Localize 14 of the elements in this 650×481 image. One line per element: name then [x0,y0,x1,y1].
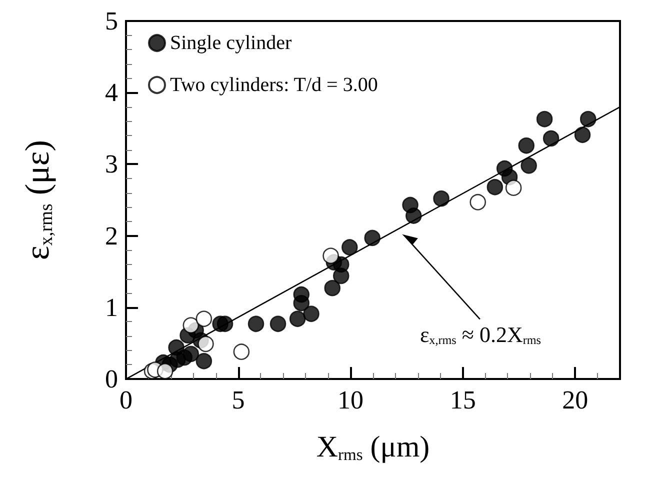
x-tick-label: 5 [232,386,245,414]
y-axis-title: εx,rms (με) [20,140,57,260]
x-tick-label: 15 [450,386,476,414]
y-tick-label: 5 [105,6,118,36]
x-tick-label: 20 [562,386,588,414]
legend-label: Two cylinders: T/d = 3.00 [170,74,378,96]
x-tick-label: 10 [338,386,364,414]
y-tick-label: 3 [105,150,118,179]
y-tick-label: 1 [105,292,118,322]
y-tick-label: 0 [105,364,118,394]
legend-label: Single cylinder [170,32,292,54]
annotation: εx,rms ≈ 0.2Xrms [420,322,542,348]
y-tick-label: 4 [105,78,118,108]
y-tick-label: 2 [105,221,118,250]
